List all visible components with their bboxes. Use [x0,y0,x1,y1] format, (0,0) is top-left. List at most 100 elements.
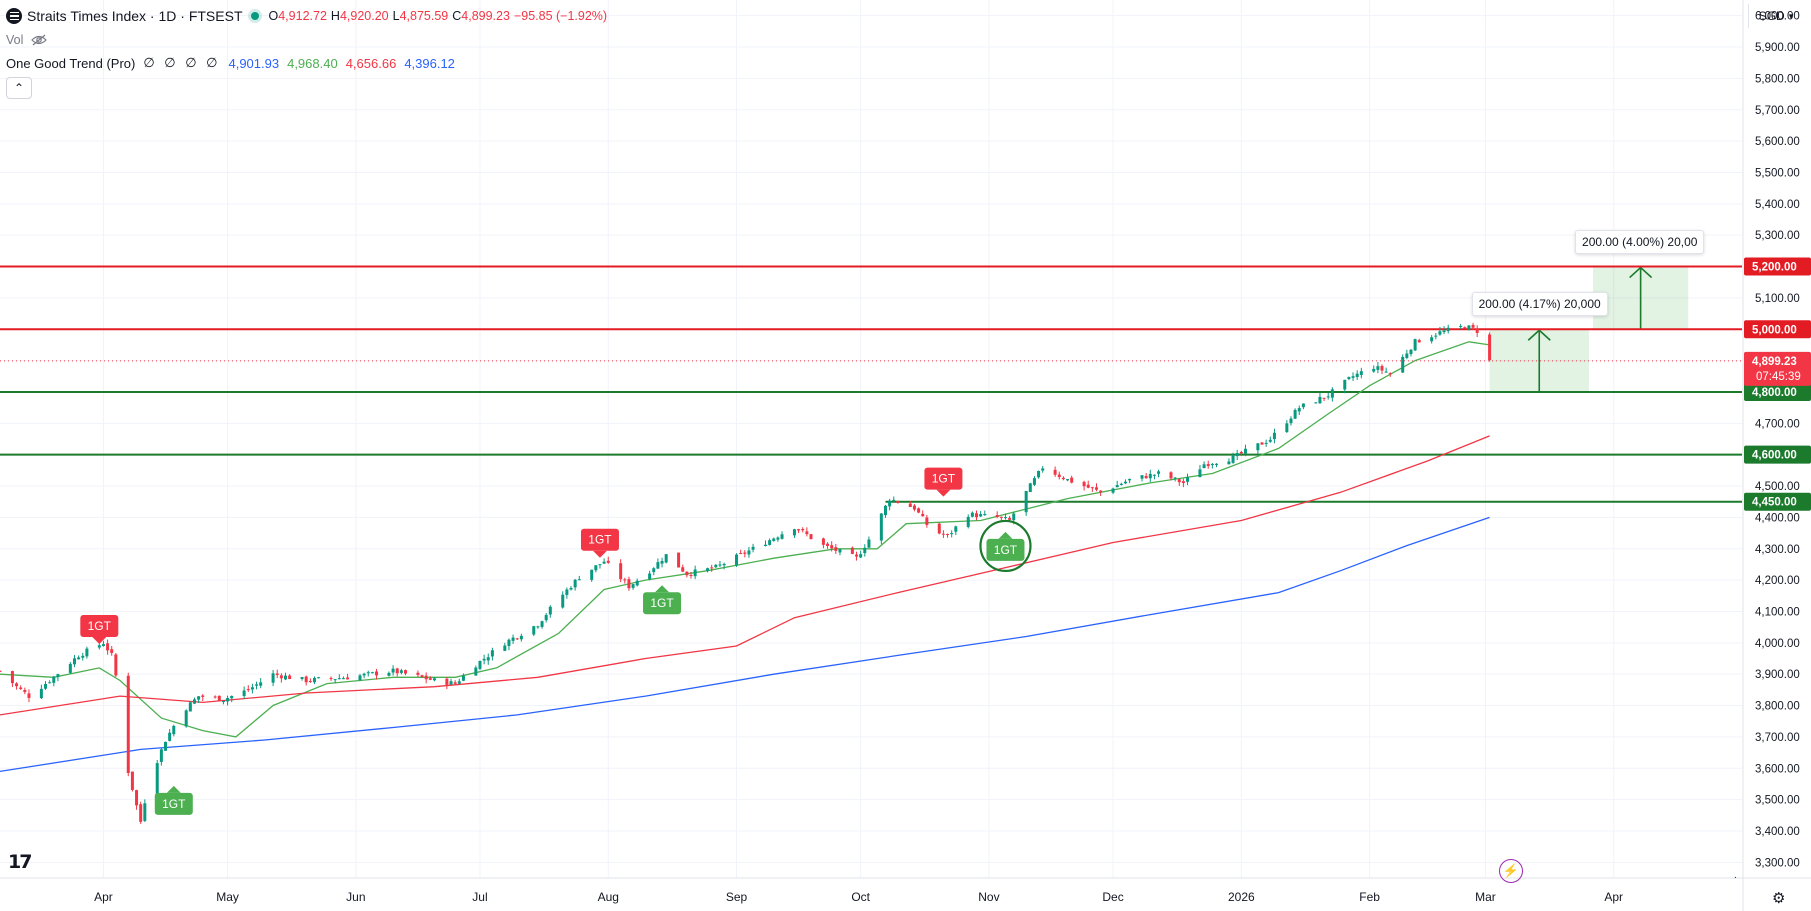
candle-body [1475,328,1479,333]
candle-body [68,664,72,673]
candle-body [983,514,987,516]
gear-icon[interactable]: ⚙ [1772,890,1786,907]
candle-body [72,658,76,665]
candle-body [168,732,172,741]
x-tick-label: Jul [472,890,487,904]
candle-body [101,644,105,647]
y-tick-label: 3,400.00 [1755,826,1800,838]
candle-body [1343,379,1347,390]
candle-body [685,571,689,576]
signal-sell-badge [80,614,119,637]
last-price-tag [1744,351,1811,386]
candle-body [892,499,896,501]
candle-body [1115,485,1119,488]
y-tick-label: 6,000.00 [1755,11,1800,23]
indicator-legend: One Good Trend (Pro) ∅ ∅ ∅ ∅ 4,901.93 4,… [6,55,455,71]
symbol-title[interactable]: Straits Times Index · 1D · FTSEST [27,8,243,24]
signal-buy-label: 1GT [994,543,1018,557]
candle-body [1028,483,1032,492]
candle-body [1297,408,1301,412]
dot-marker: . [1734,870,1737,881]
candle-body [970,512,974,517]
signal-sell-pointer [936,489,951,497]
candle-body [718,564,722,566]
candle-body [735,554,739,566]
candle-body [188,702,192,712]
eye-hidden-icon[interactable] [31,34,48,46]
bar-countdown-label: 07:45:39 [1756,371,1801,383]
candle-body [1095,487,1099,490]
candle-body [1301,403,1305,408]
candle-body [126,675,130,773]
candle-body [52,676,56,683]
candle-body [722,564,726,566]
candle-body [1488,334,1492,360]
bolt-icon[interactable]: ⚡ [1499,859,1523,883]
candle-body [1372,368,1376,372]
candles-group [0,322,1492,824]
candle-body [602,561,606,564]
candle-body [879,513,883,541]
candle-body [594,565,598,571]
candle-body [329,678,333,680]
currency-selector[interactable]: SGD ▾ [1748,4,1803,28]
candle-body [39,688,43,699]
candle-body [995,515,999,518]
signal-sell-label: 1GT [588,533,612,547]
x-tick-label: Jun [346,890,365,904]
candle-body [925,517,929,525]
candle-body [1293,409,1297,419]
candle-body [503,645,507,651]
candle-body [395,668,399,674]
candle-body [1198,469,1202,478]
candle-body [577,579,581,581]
y-tick-label: 5,800.00 [1755,73,1800,85]
candle-body [1086,484,1090,488]
candle-body [921,513,925,517]
candle-body [1264,442,1268,444]
candle-body [747,550,751,555]
candle-body [1003,517,1007,519]
candle-body [1471,325,1475,328]
candle-body [139,804,143,822]
indicator-value-4: 4,396.12 [404,55,455,71]
candle-body [619,563,623,580]
level-price-label: 4,450.00 [1752,497,1797,509]
candle-body [1057,474,1061,478]
candle-body [1090,487,1094,489]
candle-body [792,529,796,536]
candle-body [1173,477,1177,479]
candle-body [1442,330,1446,333]
signal-sell-badge [924,467,963,490]
tradingview-logo-icon[interactable]: 17 [8,851,32,873]
candle-body [346,677,350,680]
menu-icon[interactable] [6,8,22,24]
volume-label[interactable]: Vol [6,33,24,47]
candle-body [821,538,825,545]
candle-body [1215,463,1219,465]
candle-body [1041,468,1045,471]
candle-body [250,687,254,690]
y-tick-label: 4,400.00 [1755,512,1800,524]
collapse-legend-button[interactable]: ⌃ [6,77,32,99]
candle-body [763,544,767,546]
indicator-name[interactable]: One Good Trend (Pro) [6,55,136,71]
candle-body [1438,331,1442,335]
candle-body [999,516,1003,518]
y-tick-label: 3,600.00 [1755,763,1800,775]
candle-body [490,650,494,657]
candle-body [420,675,424,678]
signal-highlight-circle [979,519,1032,573]
candle-body [317,677,321,679]
candle-body [540,621,544,627]
candle-body [1148,473,1152,479]
level-price-tag [1744,320,1811,339]
candle-body [48,682,52,684]
candle-body [664,554,668,563]
candle-body [337,678,341,680]
candle-body [797,529,801,531]
x-tick-label: Sep [726,890,748,904]
candle-body [830,545,834,549]
measure-tooltip: 200.00 (4.17%) 20,000 [1471,292,1608,317]
